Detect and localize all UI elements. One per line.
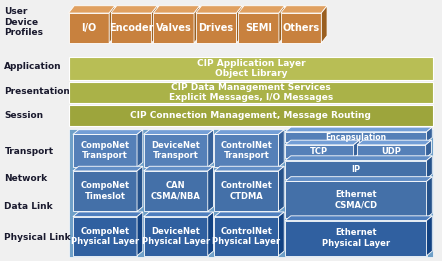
Polygon shape [285,221,427,256]
Text: CompoNet
Transport: CompoNet Transport [80,141,130,161]
Polygon shape [73,130,143,134]
Polygon shape [73,212,143,217]
Polygon shape [214,171,278,211]
Polygon shape [214,212,284,217]
Text: Network: Network [4,174,48,183]
Polygon shape [236,6,242,43]
Polygon shape [111,13,152,43]
Text: Encoder: Encoder [109,23,153,33]
Polygon shape [278,212,284,256]
Text: I/O: I/O [81,23,96,33]
Polygon shape [278,130,284,167]
Polygon shape [285,140,359,145]
Polygon shape [73,171,137,211]
Text: Others: Others [282,23,320,33]
Polygon shape [196,6,242,13]
Polygon shape [357,145,426,158]
Text: Data Link: Data Link [4,202,53,211]
Polygon shape [214,130,284,134]
Text: CompoNet
Physical Layer: CompoNet Physical Layer [71,227,139,246]
Polygon shape [321,6,327,43]
Polygon shape [279,6,285,43]
Polygon shape [194,6,200,43]
FancyBboxPatch shape [69,129,433,257]
Polygon shape [427,156,432,179]
Text: CompoNet
Timeslot: CompoNet Timeslot [80,181,130,201]
Text: ControlNet
CTDMA: ControlNet CTDMA [221,181,272,201]
Polygon shape [73,134,137,167]
Text: Session: Session [4,111,44,120]
Polygon shape [137,212,143,256]
Polygon shape [214,134,278,167]
Polygon shape [285,127,432,132]
Text: DeviceNet
Physical Layer: DeviceNet Physical Layer [141,227,210,246]
Polygon shape [153,13,194,43]
Polygon shape [144,166,213,171]
Polygon shape [278,166,284,211]
Text: CIP Application Layer
Object Library: CIP Application Layer Object Library [197,59,305,78]
Polygon shape [137,130,143,167]
Polygon shape [144,217,208,256]
Polygon shape [208,212,213,256]
Polygon shape [214,217,278,256]
Polygon shape [285,161,427,179]
Polygon shape [144,130,213,134]
Polygon shape [152,6,157,43]
Polygon shape [357,140,431,145]
Polygon shape [144,171,208,211]
Text: Physical Link: Physical Link [4,233,71,242]
Polygon shape [285,156,432,161]
Polygon shape [69,6,115,13]
Text: Ethernet
CSMA/CD: Ethernet CSMA/CD [334,190,377,209]
Polygon shape [427,177,432,218]
Text: SEMI: SEMI [245,23,272,33]
Polygon shape [208,166,213,211]
Polygon shape [427,127,432,142]
Polygon shape [238,13,279,43]
Polygon shape [208,130,213,167]
Text: IP: IP [351,165,360,174]
Polygon shape [137,166,143,211]
Text: ControlNet
Transport: ControlNet Transport [221,141,272,161]
Polygon shape [285,181,427,218]
Polygon shape [69,13,109,43]
Polygon shape [109,6,115,43]
Polygon shape [214,166,284,171]
Text: Ethernet
Physical Layer: Ethernet Physical Layer [322,228,390,248]
Polygon shape [196,13,236,43]
Text: User
Device
Profiles: User Device Profiles [4,7,43,37]
FancyBboxPatch shape [69,105,433,126]
Polygon shape [281,6,327,13]
Polygon shape [238,6,285,13]
Text: CIP Data Management Services
Explicit Messages, I/O Messages: CIP Data Management Services Explicit Me… [169,83,333,102]
Polygon shape [144,212,213,217]
Text: ControlNet
Physical Layer: ControlNet Physical Layer [212,227,281,246]
Polygon shape [354,140,359,158]
FancyBboxPatch shape [69,82,433,103]
Polygon shape [285,177,432,181]
Polygon shape [153,6,200,13]
Polygon shape [111,6,157,13]
Text: CIP Connection Management, Message Routing: CIP Connection Management, Message Routi… [130,111,371,120]
Polygon shape [73,166,143,171]
Polygon shape [285,216,432,221]
Polygon shape [144,134,208,167]
Text: Encapsulation: Encapsulation [325,133,386,141]
Text: Valves: Valves [156,23,191,33]
Polygon shape [426,140,431,158]
Polygon shape [285,132,427,142]
Text: CAN
CSMA/NBA: CAN CSMA/NBA [151,181,201,201]
Polygon shape [285,145,354,158]
Polygon shape [281,13,321,43]
Polygon shape [73,217,137,256]
Text: TCP: TCP [310,147,328,156]
Text: Presentation: Presentation [4,87,70,96]
FancyBboxPatch shape [69,57,433,80]
Text: Drives: Drives [198,23,234,33]
Polygon shape [427,216,432,256]
Text: UDP: UDP [381,147,401,156]
Text: Application: Application [4,62,62,71]
Text: Transport: Transport [4,147,53,156]
Text: DeviceNet
Transport: DeviceNet Transport [151,141,200,161]
